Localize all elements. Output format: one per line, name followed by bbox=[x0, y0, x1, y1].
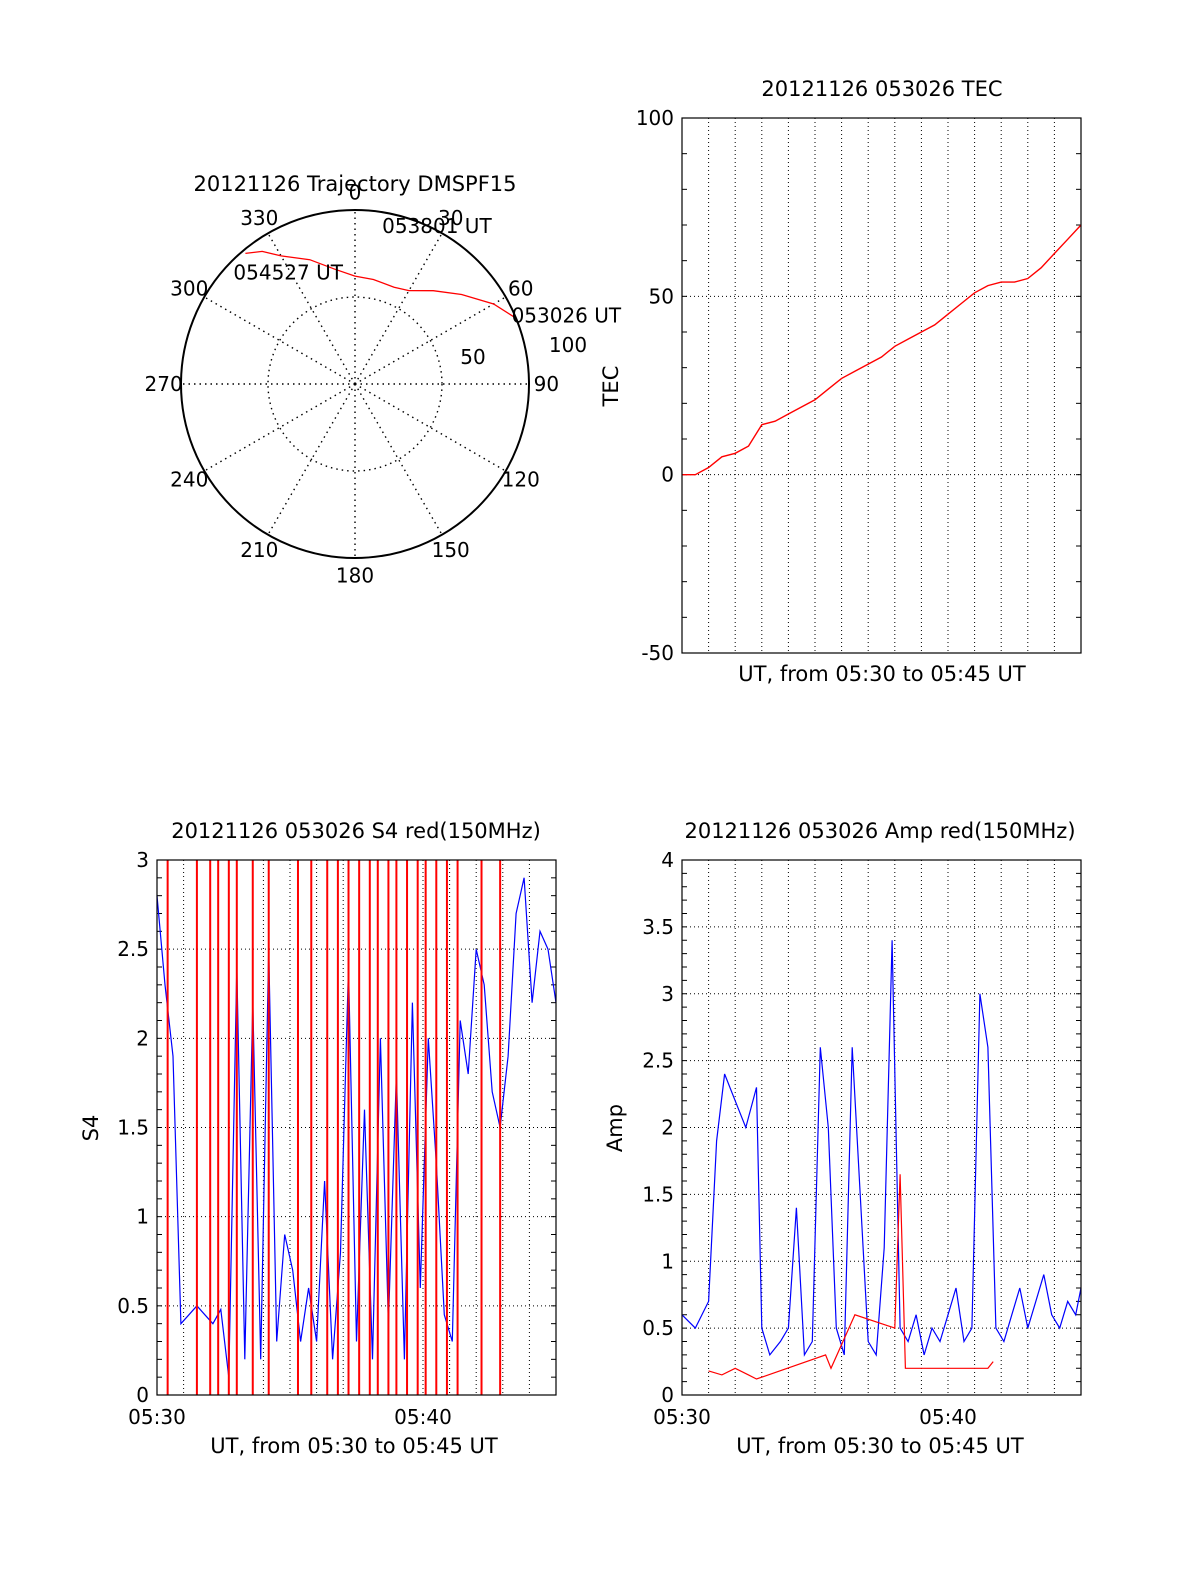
y-tick-label: 0.5 bbox=[117, 1294, 149, 1318]
plot-frame bbox=[681, 117, 1082, 654]
y-tick-label: 2 bbox=[136, 1026, 149, 1050]
series-line bbox=[681, 940, 1082, 1357]
y-tick-label: 100 bbox=[636, 106, 674, 130]
y-tick-label: 3 bbox=[136, 848, 149, 872]
polar-spoke bbox=[354, 383, 443, 536]
azimuth-tick-label: 210 bbox=[240, 538, 278, 562]
series-line bbox=[682, 224, 1082, 476]
azimuth-tick-label: 180 bbox=[336, 563, 374, 587]
polar-spoke bbox=[203, 296, 356, 385]
plot-frame bbox=[156, 859, 557, 1396]
amp-plot: 20121126 053026 Amp red(150MHz) UT, from… bbox=[603, 819, 1082, 1458]
polar-spoke bbox=[203, 383, 356, 472]
y-tick-label: 0.5 bbox=[642, 1316, 674, 1340]
polar-outer-circle bbox=[180, 209, 530, 559]
s4-title: 20121126 053026 S4 red(150MHz) bbox=[171, 819, 541, 843]
x-tick-label: 05:30 bbox=[128, 1405, 186, 1429]
trajectory-polar-plot: 20121126 Trajectory DMSPF15 0 30 60 90 120 15… bbox=[145, 172, 622, 587]
series-line bbox=[708, 1174, 994, 1380]
polar-spoke bbox=[267, 383, 356, 536]
polar-spoke bbox=[354, 383, 507, 472]
elevation-tick-label: 50 bbox=[460, 345, 485, 369]
polar-inner-circle bbox=[267, 296, 443, 472]
y-tick-label: 50 bbox=[649, 284, 674, 308]
amp-ylabel: Amp bbox=[603, 1104, 627, 1152]
azimuth-tick-label: 120 bbox=[502, 468, 540, 492]
y-tick-label: 0 bbox=[136, 1383, 149, 1407]
x-tick-label: 05:30 bbox=[653, 1405, 711, 1429]
azimuth-tick-label: 60 bbox=[508, 276, 533, 300]
polar-spoke bbox=[354, 232, 443, 385]
polar-spoke bbox=[354, 296, 507, 385]
elevation-tick-label: 100 bbox=[549, 333, 587, 357]
trajectory-time-label: 053026 UT bbox=[512, 304, 622, 328]
y-tick-label: 3 bbox=[661, 982, 674, 1006]
azimuth-tick-label: 300 bbox=[170, 276, 208, 300]
s4-plot: 20121126 053026 S4 red(150MHz) UT, from … bbox=[79, 819, 557, 1458]
trajectory-time-label: 054527 UT bbox=[233, 260, 343, 284]
s4-ylabel: S4 bbox=[79, 1115, 103, 1142]
azimuth-tick-label: 150 bbox=[432, 538, 470, 562]
y-tick-label: -50 bbox=[641, 641, 674, 665]
amp-xlabel: UT, from 05:30 to 05:45 UT bbox=[736, 1434, 1024, 1458]
azimuth-tick-label: 0 bbox=[349, 181, 362, 205]
tec-xlabel: UT, from 05:30 to 05:45 UT bbox=[738, 662, 1026, 686]
amp-title: 20121126 053026 Amp red(150MHz) bbox=[684, 819, 1075, 843]
x-tick-label: 05:40 bbox=[919, 1405, 977, 1429]
y-tick-label: 1.5 bbox=[642, 1182, 674, 1206]
azimuth-tick-label: 330 bbox=[240, 206, 278, 230]
y-tick-label: 1 bbox=[661, 1249, 674, 1273]
trajectory-line bbox=[245, 250, 514, 318]
tec-plot: 20121126 053026 TEC UT, from 05:30 to 05… bbox=[599, 77, 1082, 686]
plot-frame bbox=[681, 859, 1082, 1396]
azimuth-tick-label: 270 bbox=[145, 372, 183, 396]
tec-ylabel: TEC bbox=[599, 366, 623, 408]
polar-spoke bbox=[267, 232, 356, 385]
trajectory-time-label: 053801 UT bbox=[382, 214, 492, 238]
s4-xlabel: UT, from 05:30 to 05:45 UT bbox=[210, 1434, 498, 1458]
y-tick-label: 0 bbox=[661, 1383, 674, 1407]
azimuth-tick-label: 90 bbox=[534, 372, 559, 396]
series-line bbox=[156, 877, 557, 1378]
y-tick-label: 1 bbox=[136, 1205, 149, 1229]
azimuth-tick-label: 240 bbox=[170, 468, 208, 492]
y-tick-label: 2 bbox=[661, 1116, 674, 1140]
y-tick-label: 1.5 bbox=[117, 1116, 149, 1140]
azimuth-tick-label: 30 bbox=[438, 206, 463, 230]
y-tick-label: 2.5 bbox=[642, 1049, 674, 1073]
tec-title: 20121126 053026 TEC bbox=[761, 77, 1002, 101]
y-tick-label: 0 bbox=[661, 463, 674, 487]
y-tick-label: 4 bbox=[661, 848, 674, 872]
x-tick-label: 05:40 bbox=[394, 1405, 452, 1429]
y-tick-label: 3.5 bbox=[642, 915, 674, 939]
y-tick-label: 2.5 bbox=[117, 937, 149, 961]
polar-title: 20121126 Trajectory DMSPF15 bbox=[193, 172, 516, 196]
